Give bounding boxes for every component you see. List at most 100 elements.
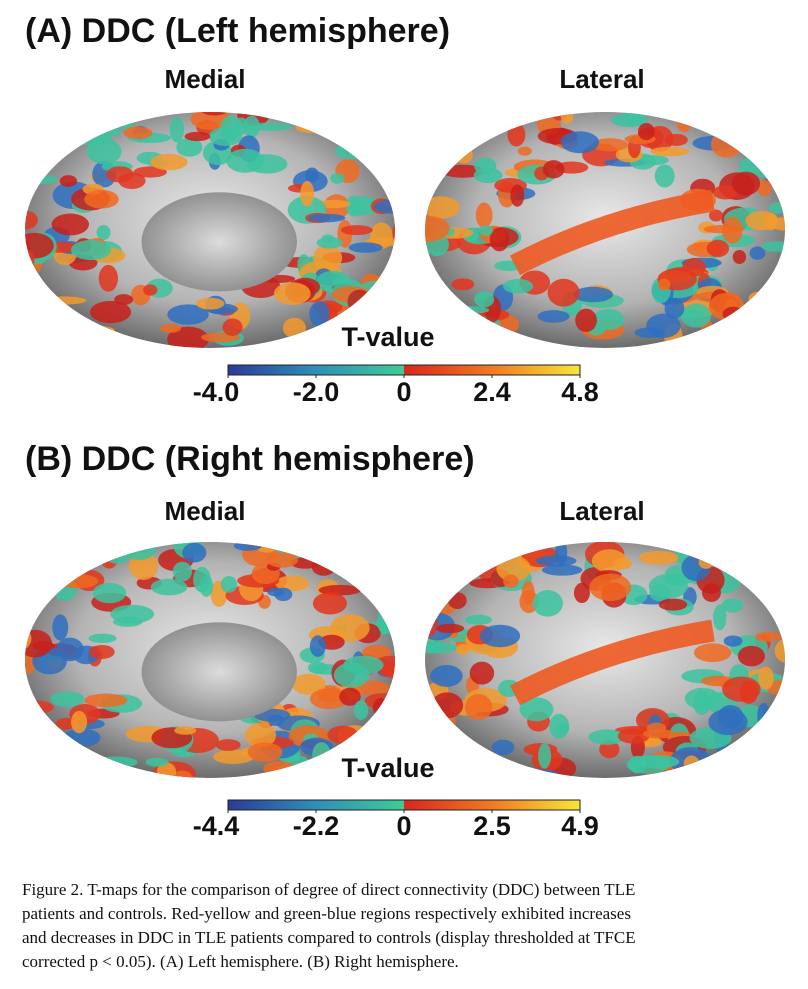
blob	[215, 739, 241, 751]
blob	[52, 614, 69, 641]
colorbar-tick-label: -2.2	[293, 811, 340, 841]
colorbar	[227, 799, 581, 811]
blob	[312, 742, 331, 768]
blob	[167, 326, 209, 348]
blob	[94, 756, 138, 769]
blob	[100, 545, 119, 569]
blob	[737, 645, 765, 667]
blob	[430, 665, 463, 687]
blob	[589, 573, 632, 601]
blob	[114, 294, 134, 306]
blob	[731, 171, 761, 196]
blob	[739, 680, 759, 704]
blob	[300, 180, 315, 207]
blob	[560, 112, 574, 125]
blob	[425, 602, 456, 616]
blob	[475, 202, 493, 229]
colorbar-title: T-value	[341, 322, 434, 352]
colorbar-tick-label: -4.4	[193, 811, 240, 841]
blob	[617, 728, 650, 744]
blob	[761, 241, 785, 252]
blob	[592, 308, 625, 331]
blob	[392, 219, 395, 247]
colorbar	[227, 364, 581, 376]
blob	[538, 742, 552, 769]
colorbar-tick-label: -2.0	[293, 377, 340, 407]
blob	[599, 740, 620, 759]
blob	[474, 290, 495, 308]
colorbar-tick-label: 4.8	[561, 377, 599, 407]
blob	[330, 173, 345, 184]
blob	[160, 323, 182, 333]
blob	[169, 116, 185, 143]
blob	[710, 130, 743, 158]
blob	[549, 713, 570, 739]
blob	[295, 122, 329, 134]
caption-line: and decreases in DDC in TLE patients com…	[22, 928, 636, 947]
blob	[282, 317, 306, 339]
blob	[560, 131, 600, 154]
colorbar-tick-label: -4.0	[193, 377, 240, 407]
blob	[469, 661, 495, 685]
blob	[542, 160, 565, 179]
blob	[535, 555, 577, 567]
blob	[347, 289, 372, 314]
blob	[547, 278, 580, 307]
blob	[145, 757, 169, 767]
blob	[658, 598, 688, 611]
blob	[573, 582, 590, 604]
blob	[184, 131, 211, 142]
blob	[106, 166, 134, 183]
blob	[222, 318, 243, 336]
blob	[698, 555, 714, 569]
brain-surface	[25, 542, 395, 778]
blob	[201, 112, 228, 116]
blob	[517, 146, 532, 156]
blob	[25, 174, 58, 184]
blob	[88, 633, 117, 643]
blob	[309, 635, 326, 657]
blob	[267, 714, 285, 727]
blob	[343, 655, 384, 675]
blob	[637, 123, 655, 141]
blob	[176, 137, 203, 157]
blob	[634, 327, 665, 338]
blob	[769, 216, 785, 231]
blob	[57, 574, 99, 589]
blob	[757, 703, 771, 728]
brain-surface	[425, 542, 785, 778]
blob	[311, 558, 336, 576]
colorbar-tick-label: 2.5	[473, 811, 511, 841]
blob	[489, 227, 510, 252]
blob	[98, 264, 118, 292]
blob	[496, 555, 531, 582]
blob	[273, 282, 311, 305]
blob	[316, 237, 343, 249]
blob	[340, 225, 373, 236]
blob	[247, 742, 283, 762]
blob	[50, 691, 85, 707]
blob	[292, 673, 326, 695]
blob	[464, 694, 493, 721]
blob	[353, 700, 369, 721]
blob	[675, 112, 693, 133]
blob	[541, 564, 583, 576]
blob	[510, 184, 525, 207]
blob	[220, 576, 238, 593]
blob	[479, 225, 494, 236]
blob	[623, 112, 647, 123]
blob	[664, 133, 688, 146]
blob	[172, 561, 192, 582]
blob	[85, 326, 115, 336]
blob	[706, 239, 730, 258]
view-label: Medial	[165, 496, 246, 526]
blob	[25, 700, 54, 715]
blob	[503, 278, 534, 294]
caption-line: patients and controls. Red-yellow and gr…	[22, 904, 631, 923]
blob	[454, 146, 473, 164]
blob	[425, 215, 450, 242]
blob	[89, 645, 115, 659]
blob	[51, 213, 89, 236]
